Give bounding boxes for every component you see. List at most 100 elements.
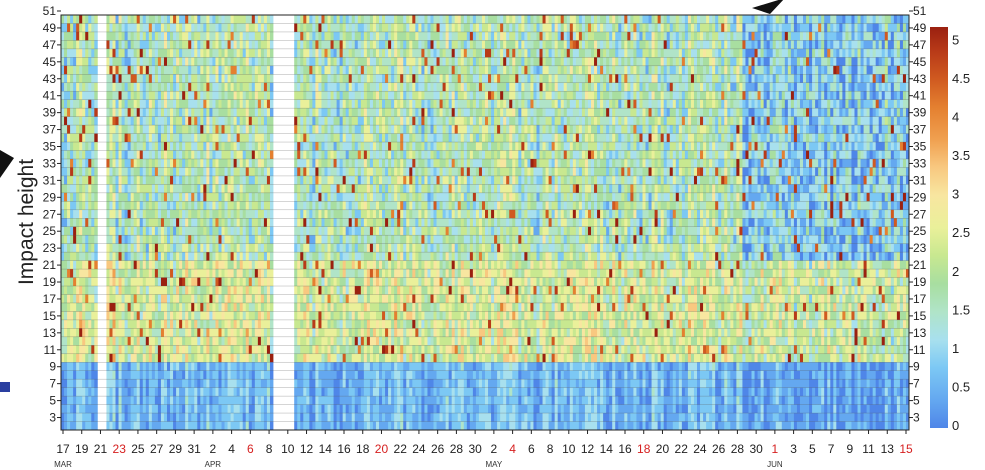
month-label: APR <box>205 460 222 469</box>
y-tick-label-right: 7 <box>913 377 920 391</box>
month-label: MAY <box>485 460 502 469</box>
arrow-shape-top <box>752 0 784 14</box>
y-tick-label-right: 25 <box>913 224 927 238</box>
y-tick-label-left: 15 <box>43 309 57 323</box>
y-tick-label-left: 21 <box>43 258 57 272</box>
colorbar-ticks: 0 0.5 1 1.5 2 2.5 3 3.5 4 4.5 5 <box>952 32 970 433</box>
y-tick-label-left: 7 <box>49 377 56 391</box>
colorbar-tick-label: 4.5 <box>952 71 970 86</box>
x-tick-label: 30 <box>749 442 763 456</box>
x-tick-label: 8 <box>266 442 273 456</box>
x-tick-label: 13 <box>881 442 895 456</box>
x-tick-label: 17 <box>56 442 70 456</box>
colorbar-tick-label: 3.5 <box>952 148 970 163</box>
x-tick-label: 10 <box>281 442 295 456</box>
x-tick-label: 21 <box>94 442 108 456</box>
colorbar-tick-label: 5 <box>952 32 959 47</box>
y-axis-label: Impact height <box>15 159 38 285</box>
colorbar-tick-label: 4 <box>952 110 959 125</box>
x-tick-label: 15 <box>899 442 913 456</box>
x-tick-label: 20 <box>375 442 389 456</box>
y-tick-label-left: 39 <box>43 106 57 120</box>
y-tick-label-left: 27 <box>43 207 57 221</box>
x-tick-label: 16 <box>337 442 351 456</box>
y-tick-label-right: 33 <box>913 156 927 170</box>
x-tick-label: 6 <box>247 442 254 456</box>
colorbar <box>930 27 948 428</box>
x-tick-label: 4 <box>228 442 235 456</box>
y-tick-label-right: 43 <box>913 72 927 86</box>
y-tick-label-left: 29 <box>43 190 57 204</box>
y-tick-label-right: 27 <box>913 207 927 221</box>
x-tick-label: 22 <box>675 442 689 456</box>
x-tick-label: 5 <box>809 442 816 456</box>
x-tick-label: 28 <box>731 442 745 456</box>
x-tick-label: 24 <box>412 442 426 456</box>
colorbar-tick-label: 2 <box>952 264 959 279</box>
colorbar-tick-label: 0 <box>952 418 959 433</box>
colorbar-tick-label: 1.5 <box>952 302 970 317</box>
y-tick-label-left: 43 <box>43 72 57 86</box>
y-tick-label-left: 5 <box>49 394 56 408</box>
x-tick-label: 8 <box>547 442 554 456</box>
month-label: MAR <box>54 460 72 469</box>
x-tick-label: 31 <box>187 442 201 456</box>
heatmap-cells <box>61 15 910 431</box>
x-tick-label: 20 <box>656 442 670 456</box>
y-tick-label-right: 41 <box>913 89 927 103</box>
y-tick-label-left: 33 <box>43 156 57 170</box>
y-tick-label-left: 3 <box>49 411 56 425</box>
y-tick-label-left: 49 <box>43 21 57 35</box>
x-tick-label: 6 <box>528 442 535 456</box>
y-tick-label-left: 45 <box>43 55 57 69</box>
y-tick-label-left: 23 <box>43 241 57 255</box>
x-tick-label: 26 <box>431 442 445 456</box>
y-tick-label-left: 13 <box>43 326 57 340</box>
x-tick-label: 12 <box>581 442 595 456</box>
x-tick-label: 30 <box>468 442 482 456</box>
y-tick-label-left: 25 <box>43 224 57 238</box>
colorbar-tick-label: 3 <box>952 187 959 202</box>
x-tick-label: 14 <box>600 442 614 456</box>
y-tick-label-right: 51 <box>913 4 927 18</box>
y-tick-label-left: 31 <box>43 173 57 187</box>
x-tick-label: 10 <box>562 442 576 456</box>
x-tick-label: 28 <box>450 442 464 456</box>
y-tick-label-right: 49 <box>913 21 927 35</box>
y-tick-label-left: 19 <box>43 275 57 289</box>
y-tick-label-right: 29 <box>913 190 927 204</box>
x-tick-label: 25 <box>131 442 145 456</box>
x-tick-label: 2 <box>210 442 217 456</box>
x-tick-label: 12 <box>300 442 314 456</box>
x-tick-label: 4 <box>509 442 516 456</box>
x-tick-label: 18 <box>356 442 370 456</box>
y-tick-label-right: 3 <box>913 411 920 425</box>
y-tick-label-right: 31 <box>913 173 927 187</box>
x-tick-label: 16 <box>618 442 632 456</box>
y-tick-label-right: 35 <box>913 140 927 154</box>
bullet-square <box>0 382 10 392</box>
x-tick-label: 9 <box>846 442 853 456</box>
x-tick-label: 19 <box>75 442 89 456</box>
arrow-shape-left <box>0 150 14 178</box>
y-tick-label-left: 35 <box>43 140 57 154</box>
y-tick-label-left: 47 <box>43 38 57 52</box>
x-axis: 17 19 21 23 25 27 29 31 2 4 6 8 10 12 14 16 18 20 22 24 26 28… <box>56 430 913 456</box>
y-tick-label-left: 17 <box>43 292 57 306</box>
colorbar-tick-label: 1 <box>952 341 959 356</box>
plot-frame <box>60 14 910 431</box>
y-tick-label-left: 51 <box>43 4 57 18</box>
x-tick-label: 26 <box>712 442 726 456</box>
x-tick-label: 29 <box>169 442 183 456</box>
colorbar-tick-label: 2.5 <box>952 225 970 240</box>
colorbar-tick-label: 0.5 <box>952 379 970 394</box>
y-tick-label-right: 39 <box>913 106 927 120</box>
y-tick-label-right: 11 <box>913 343 926 357</box>
month-labels: MAR APR MAY JUN <box>54 460 783 469</box>
x-tick-label: 14 <box>319 442 333 456</box>
row-lines <box>61 14 909 431</box>
x-tick-label: 1 <box>772 442 779 456</box>
x-tick-label: 22 <box>394 442 408 456</box>
y-tick-label-right: 9 <box>913 360 920 374</box>
